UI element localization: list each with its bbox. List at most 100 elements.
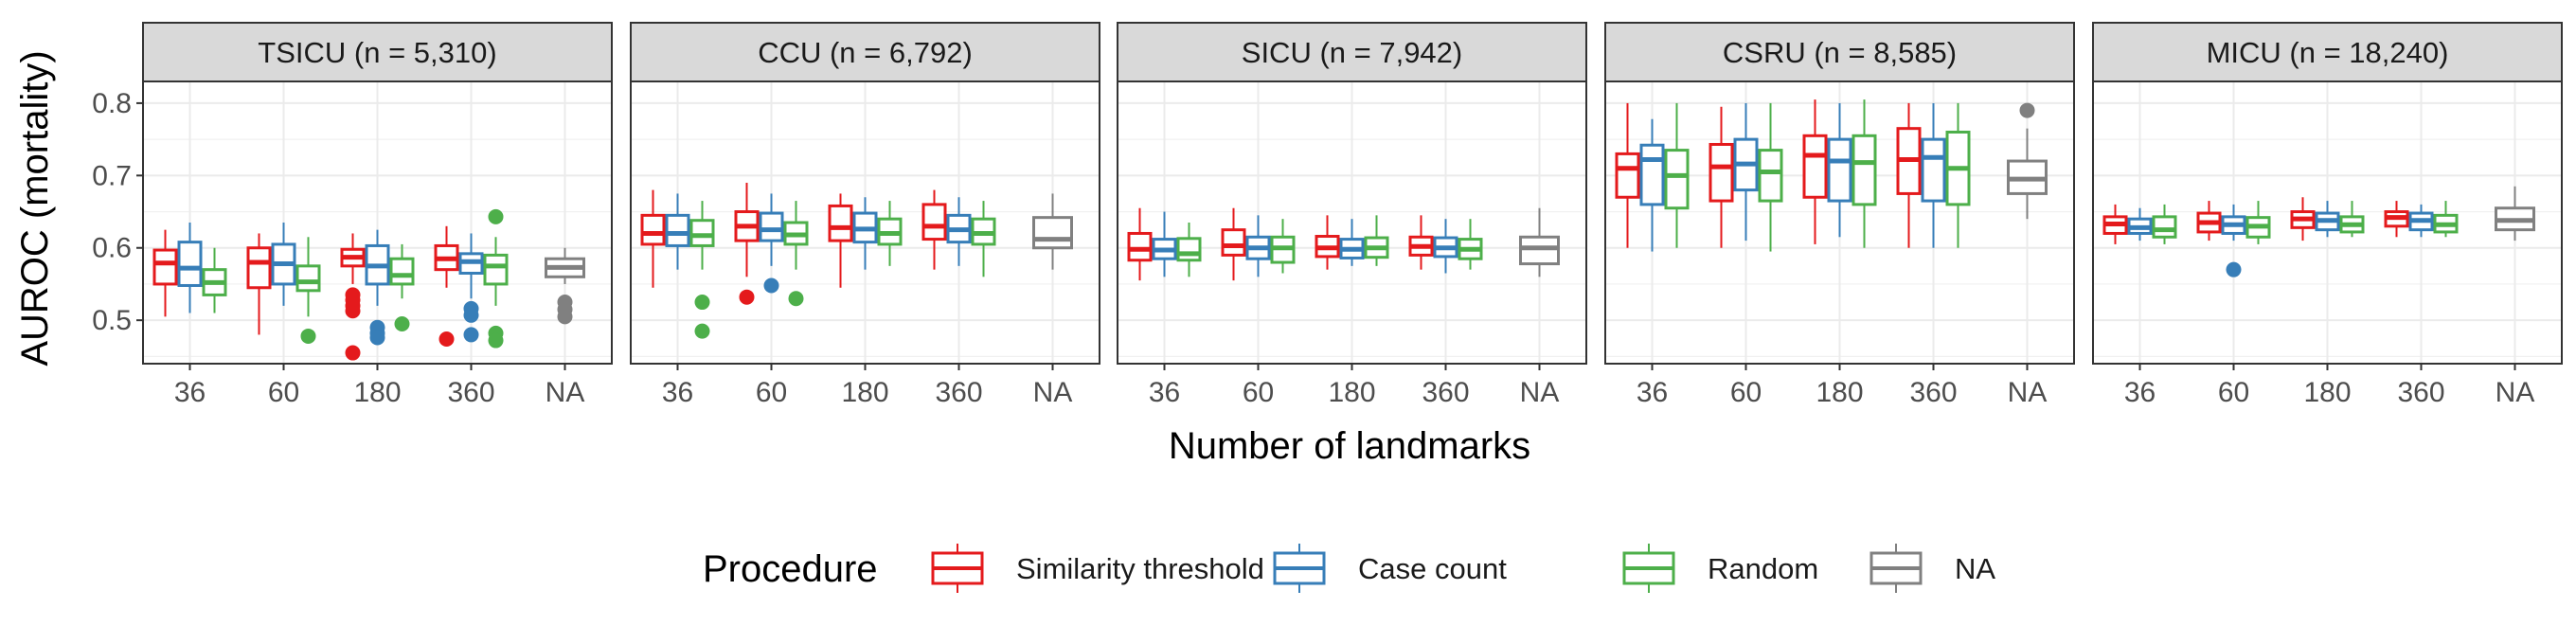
x-tick-label: NA bbox=[2496, 377, 2535, 408]
boxplot-box bbox=[2384, 201, 2409, 238]
x-tick-label: 36 bbox=[174, 377, 206, 408]
y-tick-label: 0.6 bbox=[92, 233, 132, 264]
boxplot-box bbox=[852, 197, 878, 270]
iqr-box bbox=[389, 257, 415, 286]
facet-strip-label: CSRU (n = 8,585) bbox=[1723, 36, 1957, 69]
legend-title: Procedure bbox=[703, 548, 878, 590]
x-tick-label: 360 bbox=[935, 377, 982, 408]
boxplot-box bbox=[1827, 102, 1852, 238]
y-tick-label: 0.5 bbox=[92, 305, 132, 336]
boxplot-box bbox=[1921, 102, 1946, 248]
iqr-box bbox=[1708, 142, 1734, 203]
boxplot-box bbox=[483, 208, 509, 349]
outlier-point bbox=[557, 309, 573, 325]
facet-strip-label: SICU (n = 7,942) bbox=[1242, 36, 1462, 69]
iqr-box bbox=[295, 264, 321, 293]
iqr-box bbox=[759, 211, 784, 242]
boxplot-box bbox=[877, 201, 903, 266]
iqr-box bbox=[1639, 143, 1665, 206]
boxplot-box bbox=[759, 193, 784, 294]
boxplot-box bbox=[389, 243, 415, 331]
outlier-point bbox=[438, 331, 455, 348]
facet-strip-label: TSICU (n = 5,310) bbox=[258, 36, 496, 69]
iqr-box bbox=[2152, 215, 2177, 239]
x-tick-label: 180 bbox=[1816, 377, 1863, 408]
boxplot-box bbox=[1364, 215, 1389, 266]
outlier-point bbox=[463, 307, 479, 323]
boxplot-box bbox=[2196, 201, 2222, 242]
boxplot-box bbox=[921, 189, 947, 270]
legend-item: NA bbox=[1869, 544, 1995, 593]
boxplot-box bbox=[1945, 102, 1971, 248]
boxplot-box bbox=[1270, 219, 1296, 274]
boxplot-box bbox=[271, 223, 296, 306]
iqr-box bbox=[1827, 137, 1852, 203]
legend-label: Similarity threshold bbox=[1016, 552, 1264, 585]
facet-panels: 0.5 0.6 0.7 0.8 TSICU (n = 5,310) 36 60 180 360 N… bbox=[92, 22, 2563, 408]
iqr-box bbox=[177, 241, 203, 287]
iqr-box bbox=[483, 253, 509, 286]
boxplot-box bbox=[2221, 204, 2246, 277]
boxplot-box bbox=[2433, 201, 2459, 238]
boxplot-box bbox=[2315, 201, 2340, 238]
boxplot-box bbox=[1458, 219, 1483, 270]
outlier-point bbox=[394, 315, 410, 331]
boxplot-box bbox=[295, 237, 321, 344]
x-tick-label: 36 bbox=[1637, 377, 1668, 408]
boxplot-box bbox=[1758, 102, 1783, 252]
legend: Procedure Similarity threshold Case count R… bbox=[703, 544, 1995, 593]
boxplot-box bbox=[689, 201, 715, 339]
iqr-box bbox=[921, 203, 947, 242]
x-tick-label: 180 bbox=[841, 377, 888, 408]
boxplot-box bbox=[1032, 193, 1073, 270]
x-tick-label: 360 bbox=[447, 377, 494, 408]
boxplot-box bbox=[177, 223, 203, 313]
outlier-point bbox=[300, 328, 316, 344]
iqr-box bbox=[665, 213, 690, 247]
boxplot-box bbox=[2408, 204, 2434, 238]
x-tick-label: NA bbox=[546, 377, 585, 408]
outlier-point bbox=[345, 303, 361, 319]
boxplot-box bbox=[2290, 197, 2316, 242]
x-tick-label: 360 bbox=[1909, 377, 1957, 408]
boxplot-box bbox=[1519, 207, 1560, 277]
boxplot-box bbox=[246, 233, 272, 335]
facet-strip-label: CCU (n = 6,792) bbox=[758, 36, 973, 69]
boxplot-box bbox=[828, 193, 853, 288]
boxplot-box bbox=[1127, 207, 1153, 281]
iqr-box bbox=[1664, 149, 1690, 210]
boxplot-box bbox=[1708, 106, 1734, 248]
x-tick-label: 60 bbox=[756, 377, 787, 408]
legend-label: Random bbox=[1708, 552, 1818, 585]
boxplot-box bbox=[2127, 207, 2153, 242]
facet-strip bbox=[1117, 22, 1587, 82]
outlier-point bbox=[788, 291, 804, 307]
boxplot-box bbox=[1315, 215, 1340, 270]
x-tick-label: 60 bbox=[268, 377, 299, 408]
iqr-box bbox=[1802, 134, 1828, 199]
facet-panel: MICU (n = 18,240) 36 60 180 360 NA bbox=[2092, 22, 2563, 408]
outlier-point bbox=[2226, 261, 2242, 277]
boxplot-box bbox=[640, 189, 666, 288]
boxplot-box bbox=[1852, 99, 1877, 248]
boxplot-box bbox=[1639, 118, 1665, 252]
outlier-point bbox=[463, 327, 479, 343]
facet-strip-label: MICU (n = 18,240) bbox=[2207, 36, 2449, 69]
iqr-box bbox=[1519, 235, 1560, 266]
boxplot-box bbox=[1615, 102, 1640, 248]
boxplot-box bbox=[1339, 219, 1365, 266]
x-tick-label: 180 bbox=[2303, 377, 2351, 408]
x-tick-label: 180 bbox=[1328, 377, 1375, 408]
boxplot-box bbox=[1896, 102, 1922, 248]
x-tick-label: 36 bbox=[2124, 377, 2156, 408]
boxplot-box bbox=[434, 225, 459, 348]
facet-strip bbox=[142, 22, 613, 82]
x-tick-label: NA bbox=[1033, 377, 1073, 408]
iqr-box bbox=[1221, 228, 1246, 257]
x-tick-label: 36 bbox=[1149, 377, 1180, 408]
facet-panel: CCU (n = 6,792) 36 60 180 360 NA bbox=[630, 22, 1100, 408]
facet-panel: TSICU (n = 5,310) 36 60 180 360 NA bbox=[142, 22, 613, 408]
outlier-point bbox=[739, 289, 755, 305]
iqr-box bbox=[640, 213, 666, 246]
